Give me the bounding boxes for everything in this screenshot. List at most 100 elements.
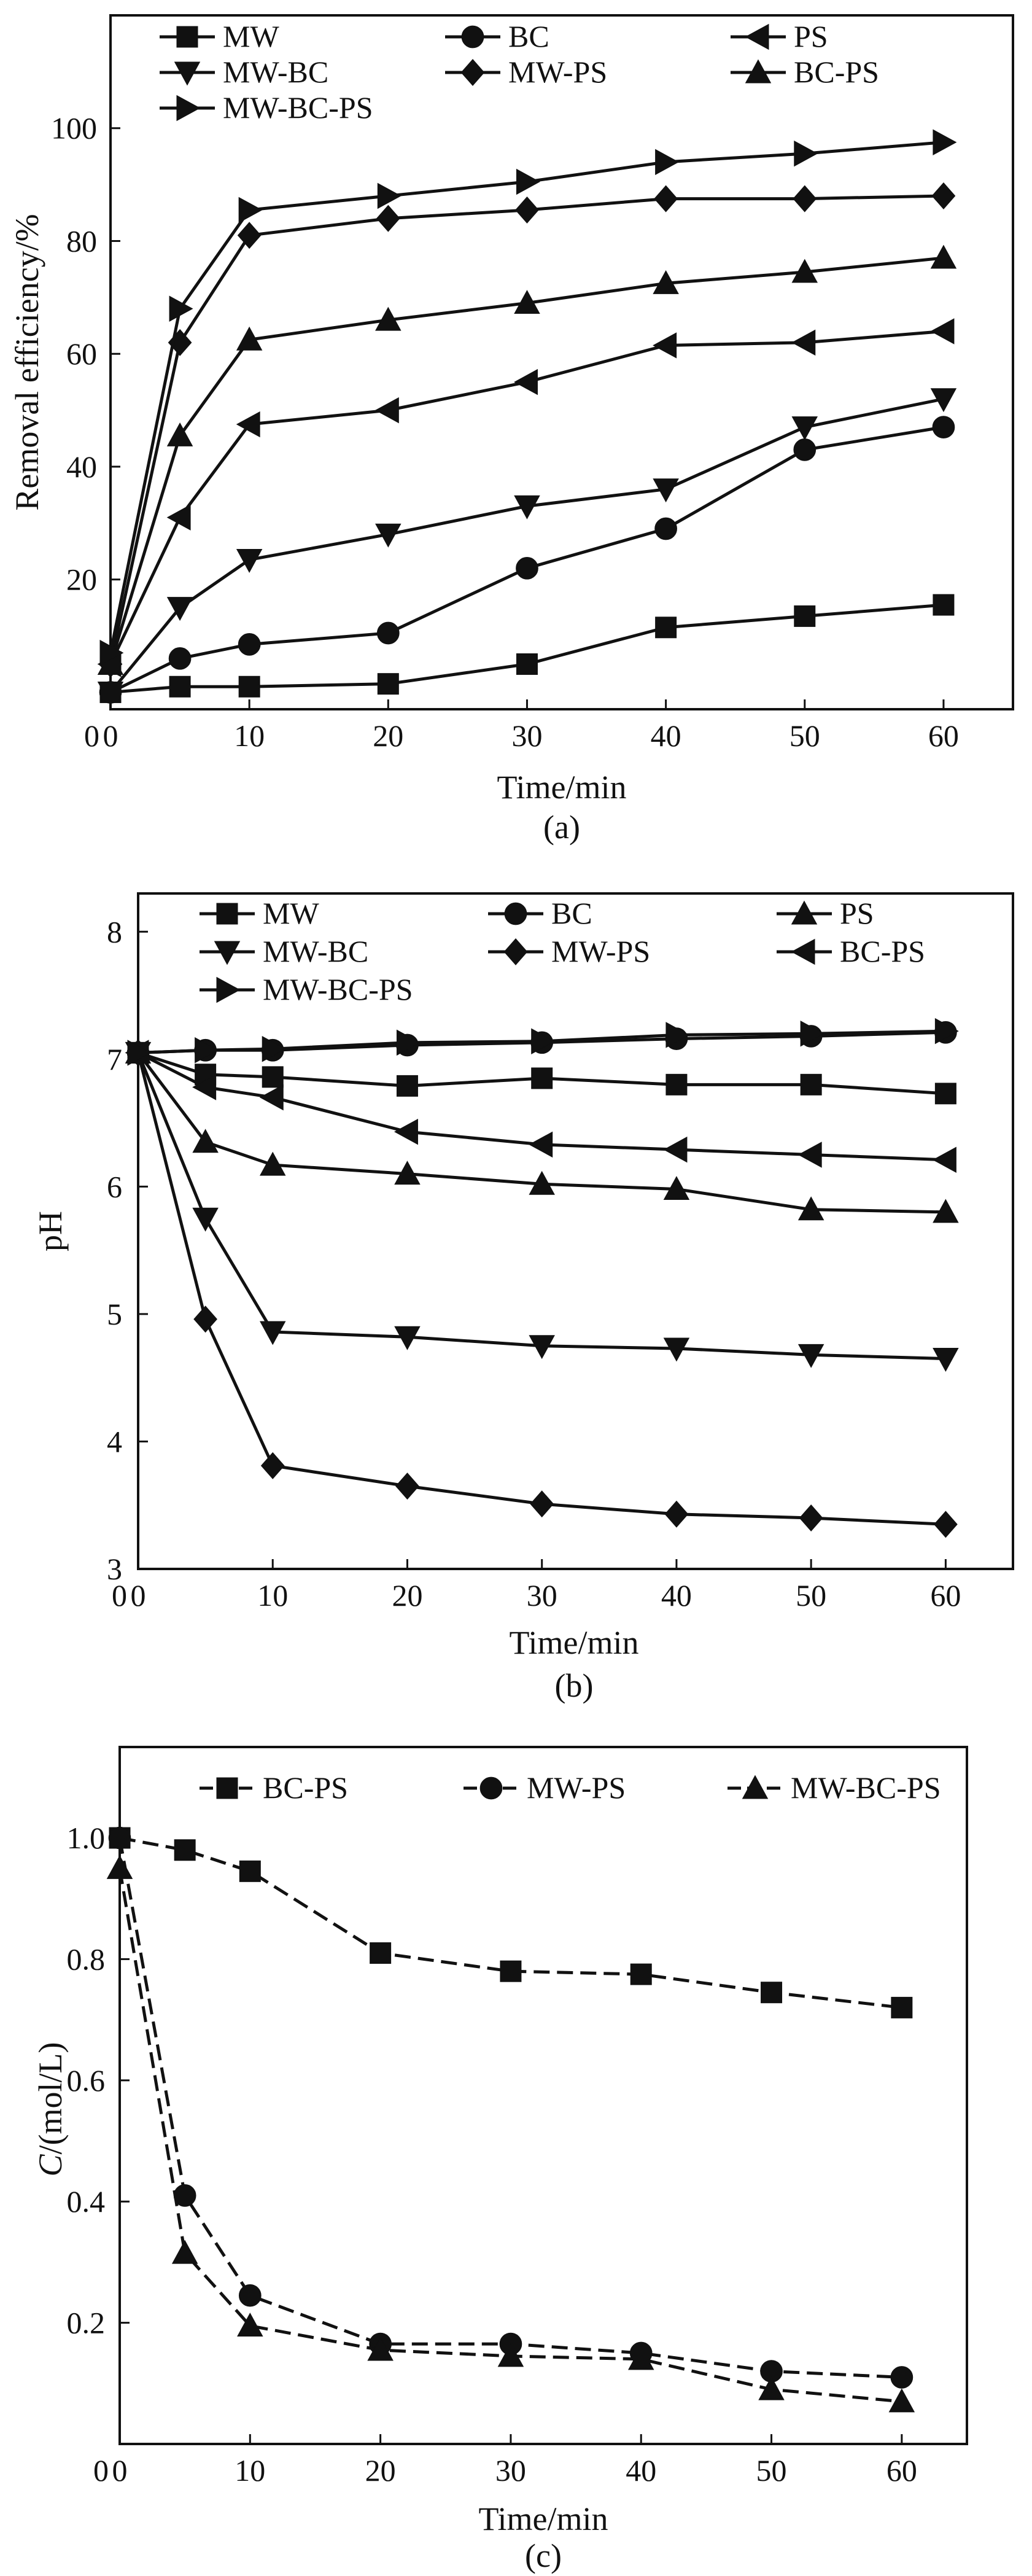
legend-item-ps: PS bbox=[731, 19, 828, 53]
data-point-mw bbox=[377, 673, 399, 695]
data-point-mw-bc-ps bbox=[99, 639, 124, 666]
legend-item-mw: MW bbox=[160, 19, 279, 53]
legend-label: MW-BC-PS bbox=[263, 972, 413, 1006]
series-mw-ps bbox=[126, 1039, 958, 1538]
y-tick-label: 0.4 bbox=[67, 2184, 106, 2219]
data-point-bc bbox=[238, 632, 261, 656]
series-line-bc-ps bbox=[109, 256, 944, 665]
data-point-mw-bc bbox=[653, 478, 679, 503]
data-point-ps bbox=[374, 397, 399, 424]
data-point-mw-bc-ps bbox=[169, 295, 193, 322]
series-group-b bbox=[125, 1018, 959, 1538]
y-tick-label: 0.6 bbox=[67, 2063, 106, 2098]
series-bc-ps bbox=[125, 1040, 956, 1173]
series-line-mw-bc bbox=[109, 397, 944, 694]
legend-label: BC-PS bbox=[794, 55, 879, 89]
legend-item-mw-ps: MW-PS bbox=[445, 55, 607, 89]
legend-label: MW-PS bbox=[527, 1770, 626, 1805]
legend-label: BC bbox=[551, 896, 592, 930]
y-tick-label: 0.8 bbox=[67, 1942, 106, 1976]
data-point-mw-bc bbox=[394, 1326, 421, 1350]
series-line-mw-ps bbox=[136, 1052, 946, 1526]
series-line-mw bbox=[138, 1051, 946, 1095]
data-point-bc-ps bbox=[653, 270, 679, 294]
axes-frame-a bbox=[109, 14, 1014, 710]
legend-marker bbox=[216, 903, 238, 925]
data-point-bc-ps bbox=[236, 326, 263, 351]
x-axis-title-a: Time/min bbox=[497, 769, 626, 806]
data-point-mw-bc-ps bbox=[933, 129, 957, 155]
legend-marker bbox=[504, 902, 527, 925]
legend-marker bbox=[479, 1776, 503, 1800]
data-point-mw-bc-ps bbox=[516, 168, 540, 195]
data-point-bc bbox=[793, 438, 817, 461]
legend-label: MW-BC bbox=[263, 934, 368, 968]
series-line-ps bbox=[109, 329, 944, 665]
legend-item-mw-bc-ps: MW-BC-PS bbox=[200, 972, 413, 1006]
series-bc-ps bbox=[97, 244, 957, 675]
panel-label-c: (c) bbox=[525, 2537, 562, 2574]
series-mw bbox=[99, 594, 955, 703]
data-point-mw bbox=[238, 675, 260, 698]
series-line-mw-bc bbox=[136, 1052, 946, 1361]
x-axis-title-c: Time/min bbox=[478, 2500, 608, 2537]
data-point-bc-ps bbox=[791, 259, 818, 283]
series-mw-ps bbox=[98, 182, 956, 678]
legend-item-mw: MW bbox=[200, 896, 319, 930]
data-point-bc-ps bbox=[761, 1982, 783, 2004]
data-point-bc-ps bbox=[797, 1142, 822, 1168]
data-point-bc-ps bbox=[394, 1118, 418, 1145]
legend-marker bbox=[742, 1775, 769, 1799]
series-mw-bc-ps bbox=[127, 1018, 959, 1066]
data-point-mw-bc-ps bbox=[800, 1021, 824, 1047]
legend-marker bbox=[176, 95, 201, 122]
series-group-c bbox=[106, 1826, 915, 2413]
data-point-mw-bc-ps bbox=[758, 2376, 785, 2400]
x-tick-label: 0 bbox=[112, 2453, 128, 2488]
y-tick-label: 40 bbox=[66, 449, 97, 484]
x-tick-label: 20 bbox=[365, 2453, 396, 2488]
y-tick-label: 5 bbox=[107, 1297, 122, 1331]
legend-marker bbox=[791, 900, 818, 925]
panel-b: 0 10 20 30 40 50 60 3 4 5 6 7 8 0 MW BC PS MW-BC MW-PS BC-… bbox=[32, 892, 1014, 1704]
y-tick-label: 6 bbox=[107, 1169, 122, 1204]
data-point-bc bbox=[168, 647, 192, 670]
data-point-mw-bc-ps bbox=[127, 1040, 152, 1066]
data-point-mw-bc-ps bbox=[367, 2337, 394, 2361]
data-point-bc-ps bbox=[174, 1839, 196, 1861]
data-point-bc bbox=[654, 517, 677, 540]
data-point-ps bbox=[529, 1170, 555, 1195]
series-line-bc-ps bbox=[119, 1836, 902, 2009]
legend-label: MW-PS bbox=[508, 55, 607, 89]
series-group-a bbox=[97, 129, 957, 706]
legend-item-mw-bc-ps: MW-BC-PS bbox=[160, 90, 373, 125]
data-point-mw-bc-ps bbox=[171, 2239, 198, 2264]
data-point-mw-ps bbox=[664, 1500, 689, 1528]
data-point-mw-bc bbox=[933, 1348, 959, 1372]
x-tick-label: 40 bbox=[651, 718, 681, 753]
data-point-mw-ps bbox=[108, 1826, 131, 1850]
data-point-mw-ps bbox=[376, 204, 400, 232]
x-tick-label: 40 bbox=[626, 2453, 656, 2488]
series-mw-bc bbox=[97, 388, 957, 706]
data-point-mw-ps bbox=[793, 185, 817, 212]
panel-label-a: (a) bbox=[543, 809, 580, 846]
data-point-mw-ps bbox=[238, 2284, 262, 2307]
y-tick-label: 4 bbox=[107, 1424, 122, 1458]
legend-label: MW bbox=[223, 19, 279, 53]
data-point-bc-ps bbox=[375, 306, 402, 331]
x-tick-label: 30 bbox=[527, 1578, 557, 1613]
data-point-mw-bc-ps bbox=[888, 2388, 915, 2413]
data-point-bc-ps bbox=[259, 1084, 284, 1111]
y-tick-label: 0.2 bbox=[67, 2306, 106, 2340]
data-point-ps bbox=[797, 1196, 824, 1221]
data-point-bc bbox=[516, 556, 538, 580]
x-tick-label: 10 bbox=[235, 2453, 265, 2488]
ticks-a: 0 10 20 30 40 50 60 20 40 60 80 100 0 bbox=[51, 111, 959, 753]
data-point-mw-bc bbox=[663, 1337, 690, 1362]
legend-marker bbox=[791, 938, 815, 965]
data-point-mw-bc bbox=[797, 1344, 824, 1368]
data-point-bc-ps bbox=[529, 1131, 553, 1158]
data-point-ps bbox=[791, 329, 816, 356]
